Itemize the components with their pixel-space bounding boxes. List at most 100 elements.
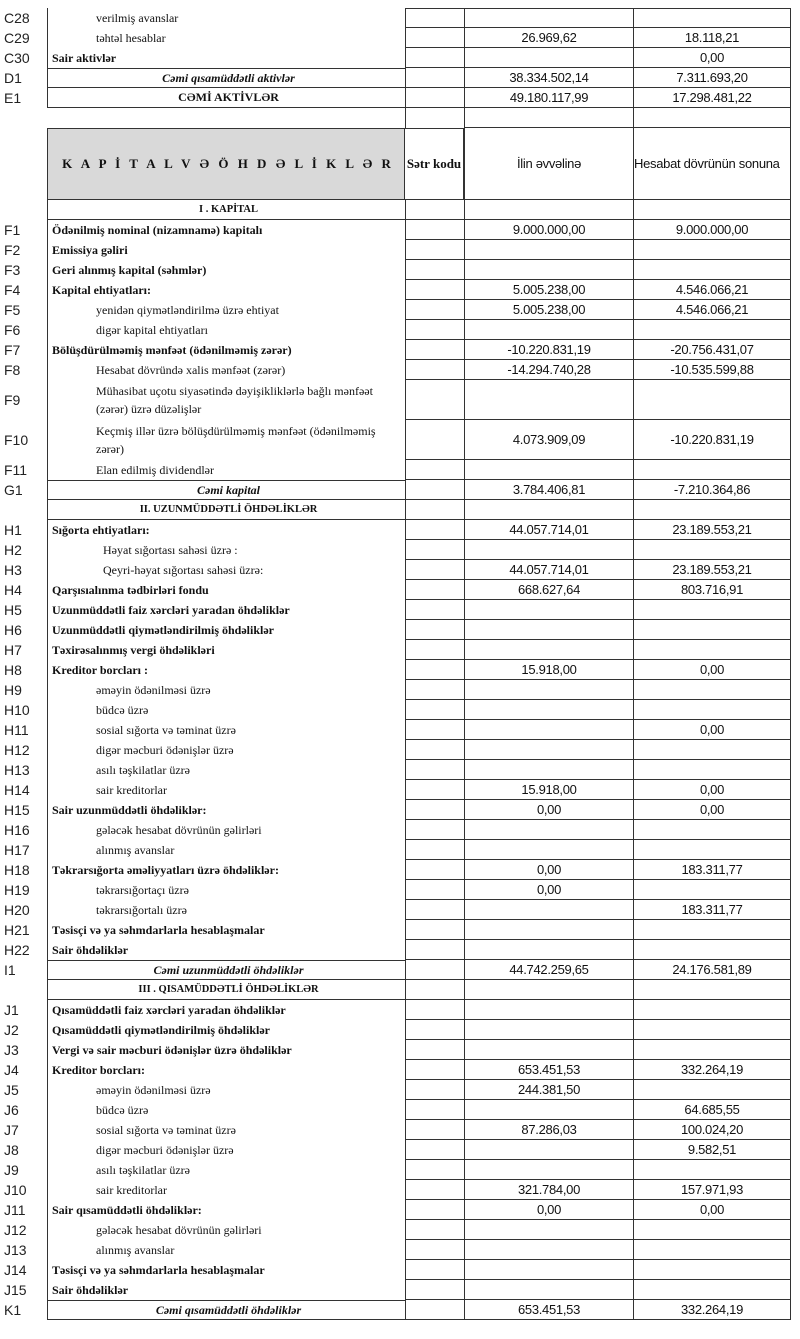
row-value-start[interactable] <box>464 680 633 700</box>
row-value-end[interactable] <box>633 320 791 340</box>
row-value-end[interactable] <box>633 1280 791 1300</box>
row-value-end[interactable] <box>633 380 791 420</box>
row-value-start[interactable] <box>464 840 633 860</box>
row-value-start[interactable]: 0,00 <box>464 880 633 900</box>
row-value-start[interactable] <box>464 8 633 28</box>
row-value-end[interactable] <box>633 1220 791 1240</box>
row-satr-kodu[interactable] <box>405 640 464 660</box>
row-value-end[interactable] <box>633 260 791 280</box>
row-satr-kodu[interactable] <box>405 480 464 500</box>
row-value-end[interactable]: 64.685,55 <box>633 1100 791 1120</box>
row-value-start[interactable] <box>464 1240 633 1260</box>
row-value-start[interactable]: 653.451,53 <box>464 1060 633 1080</box>
row-value-end[interactable] <box>633 920 791 940</box>
row-value-end[interactable] <box>633 540 791 560</box>
row-value-start[interactable]: 5.005.238,00 <box>464 280 633 300</box>
row-satr-kodu[interactable] <box>405 960 464 980</box>
row-value-end[interactable]: 0,00 <box>633 720 791 740</box>
row-value-start[interactable] <box>464 1260 633 1280</box>
row-value-start[interactable]: 5.005.238,00 <box>464 300 633 320</box>
row-satr-kodu[interactable] <box>405 380 464 420</box>
row-value-start[interactable] <box>464 620 633 640</box>
row-value-start[interactable] <box>464 1000 633 1020</box>
row-value-end[interactable] <box>633 880 791 900</box>
row-value-end[interactable] <box>633 200 791 220</box>
row-value-start[interactable] <box>464 900 633 920</box>
row-value-end[interactable] <box>633 500 791 520</box>
row-satr-kodu[interactable] <box>405 620 464 640</box>
row-satr-kodu[interactable] <box>405 28 464 48</box>
row-satr-kodu[interactable] <box>405 68 464 88</box>
row-value-end[interactable]: 332.264,19 <box>633 1300 791 1320</box>
row-satr-kodu[interactable] <box>405 200 464 220</box>
row-satr-kodu[interactable] <box>405 1080 464 1100</box>
row-value-start[interactable]: -10.220.831,19 <box>464 340 633 360</box>
row-satr-kodu[interactable] <box>405 360 464 380</box>
row-value-start[interactable]: 668.627,64 <box>464 580 633 600</box>
row-value-start[interactable]: 244.381,50 <box>464 1080 633 1100</box>
row-satr-kodu[interactable] <box>405 800 464 820</box>
row-value-end[interactable]: 17.298.481,22 <box>633 88 791 108</box>
row-satr-kodu[interactable] <box>405 680 464 700</box>
row-satr-kodu[interactable] <box>405 1140 464 1160</box>
row-value-start[interactable]: 26.969,62 <box>464 28 633 48</box>
row-value-end[interactable] <box>633 760 791 780</box>
row-value-end[interactable]: 0,00 <box>633 660 791 680</box>
row-value-start[interactable] <box>464 380 633 420</box>
row-value-start[interactable]: 49.180.117,99 <box>464 88 633 108</box>
row-value-start[interactable]: 44.057.714,01 <box>464 560 633 580</box>
row-value-start[interactable] <box>464 1020 633 1040</box>
row-satr-kodu[interactable] <box>405 940 464 960</box>
row-value-end[interactable]: 7.311.693,20 <box>633 68 791 88</box>
row-value-end[interactable] <box>633 680 791 700</box>
row-satr-kodu[interactable] <box>405 720 464 740</box>
row-satr-kodu[interactable] <box>405 700 464 720</box>
row-satr-kodu[interactable] <box>405 1060 464 1080</box>
row-value-end[interactable]: 0,00 <box>633 800 791 820</box>
row-value-start[interactable] <box>464 1280 633 1300</box>
row-value-start[interactable]: 38.334.502,14 <box>464 68 633 88</box>
row-value-end[interactable]: 9.582,51 <box>633 1140 791 1160</box>
row-value-start[interactable] <box>464 980 633 1000</box>
row-value-start[interactable] <box>464 500 633 520</box>
row-satr-kodu[interactable] <box>405 1260 464 1280</box>
row-value-end[interactable] <box>633 980 791 1000</box>
row-satr-kodu[interactable] <box>405 88 464 108</box>
row-satr-kodu[interactable] <box>405 1220 464 1240</box>
row-value-end[interactable] <box>633 700 791 720</box>
row-satr-kodu[interactable] <box>405 1180 464 1200</box>
row-satr-kodu[interactable] <box>405 240 464 260</box>
row-value-start[interactable] <box>464 320 633 340</box>
row-value-end[interactable] <box>633 1040 791 1060</box>
row-value-start[interactable] <box>464 540 633 560</box>
row-value-end[interactable] <box>633 1080 791 1100</box>
row-value-end[interactable] <box>633 840 791 860</box>
row-value-end[interactable]: 18.118,21 <box>633 28 791 48</box>
row-value-start[interactable]: 15.918,00 <box>464 780 633 800</box>
row-value-start[interactable] <box>464 940 633 960</box>
row-value-end[interactable]: 0,00 <box>633 48 791 68</box>
row-satr-kodu[interactable] <box>405 260 464 280</box>
row-satr-kodu[interactable] <box>405 1280 464 1300</box>
row-value-start[interactable]: 44.742.259,65 <box>464 960 633 980</box>
row-satr-kodu[interactable] <box>405 340 464 360</box>
row-value-end[interactable] <box>633 1260 791 1280</box>
row-value-start[interactable] <box>464 820 633 840</box>
row-value-start[interactable] <box>464 1140 633 1160</box>
row-value-start[interactable] <box>464 920 633 940</box>
row-value-start[interactable] <box>464 48 633 68</box>
row-value-end[interactable] <box>633 1160 791 1180</box>
row-satr-kodu[interactable] <box>405 660 464 680</box>
row-value-start[interactable]: 321.784,00 <box>464 1180 633 1200</box>
row-satr-kodu[interactable] <box>405 1000 464 1020</box>
row-value-end[interactable] <box>633 1240 791 1260</box>
row-value-end[interactable]: 803.716,91 <box>633 580 791 600</box>
row-value-end[interactable] <box>633 940 791 960</box>
row-satr-kodu[interactable] <box>405 580 464 600</box>
row-value-end[interactable] <box>633 8 791 28</box>
row-satr-kodu[interactable] <box>405 540 464 560</box>
row-value-start[interactable]: 87.286,03 <box>464 1120 633 1140</box>
row-value-start[interactable] <box>464 740 633 760</box>
row-value-start[interactable] <box>464 200 633 220</box>
row-satr-kodu[interactable] <box>405 820 464 840</box>
